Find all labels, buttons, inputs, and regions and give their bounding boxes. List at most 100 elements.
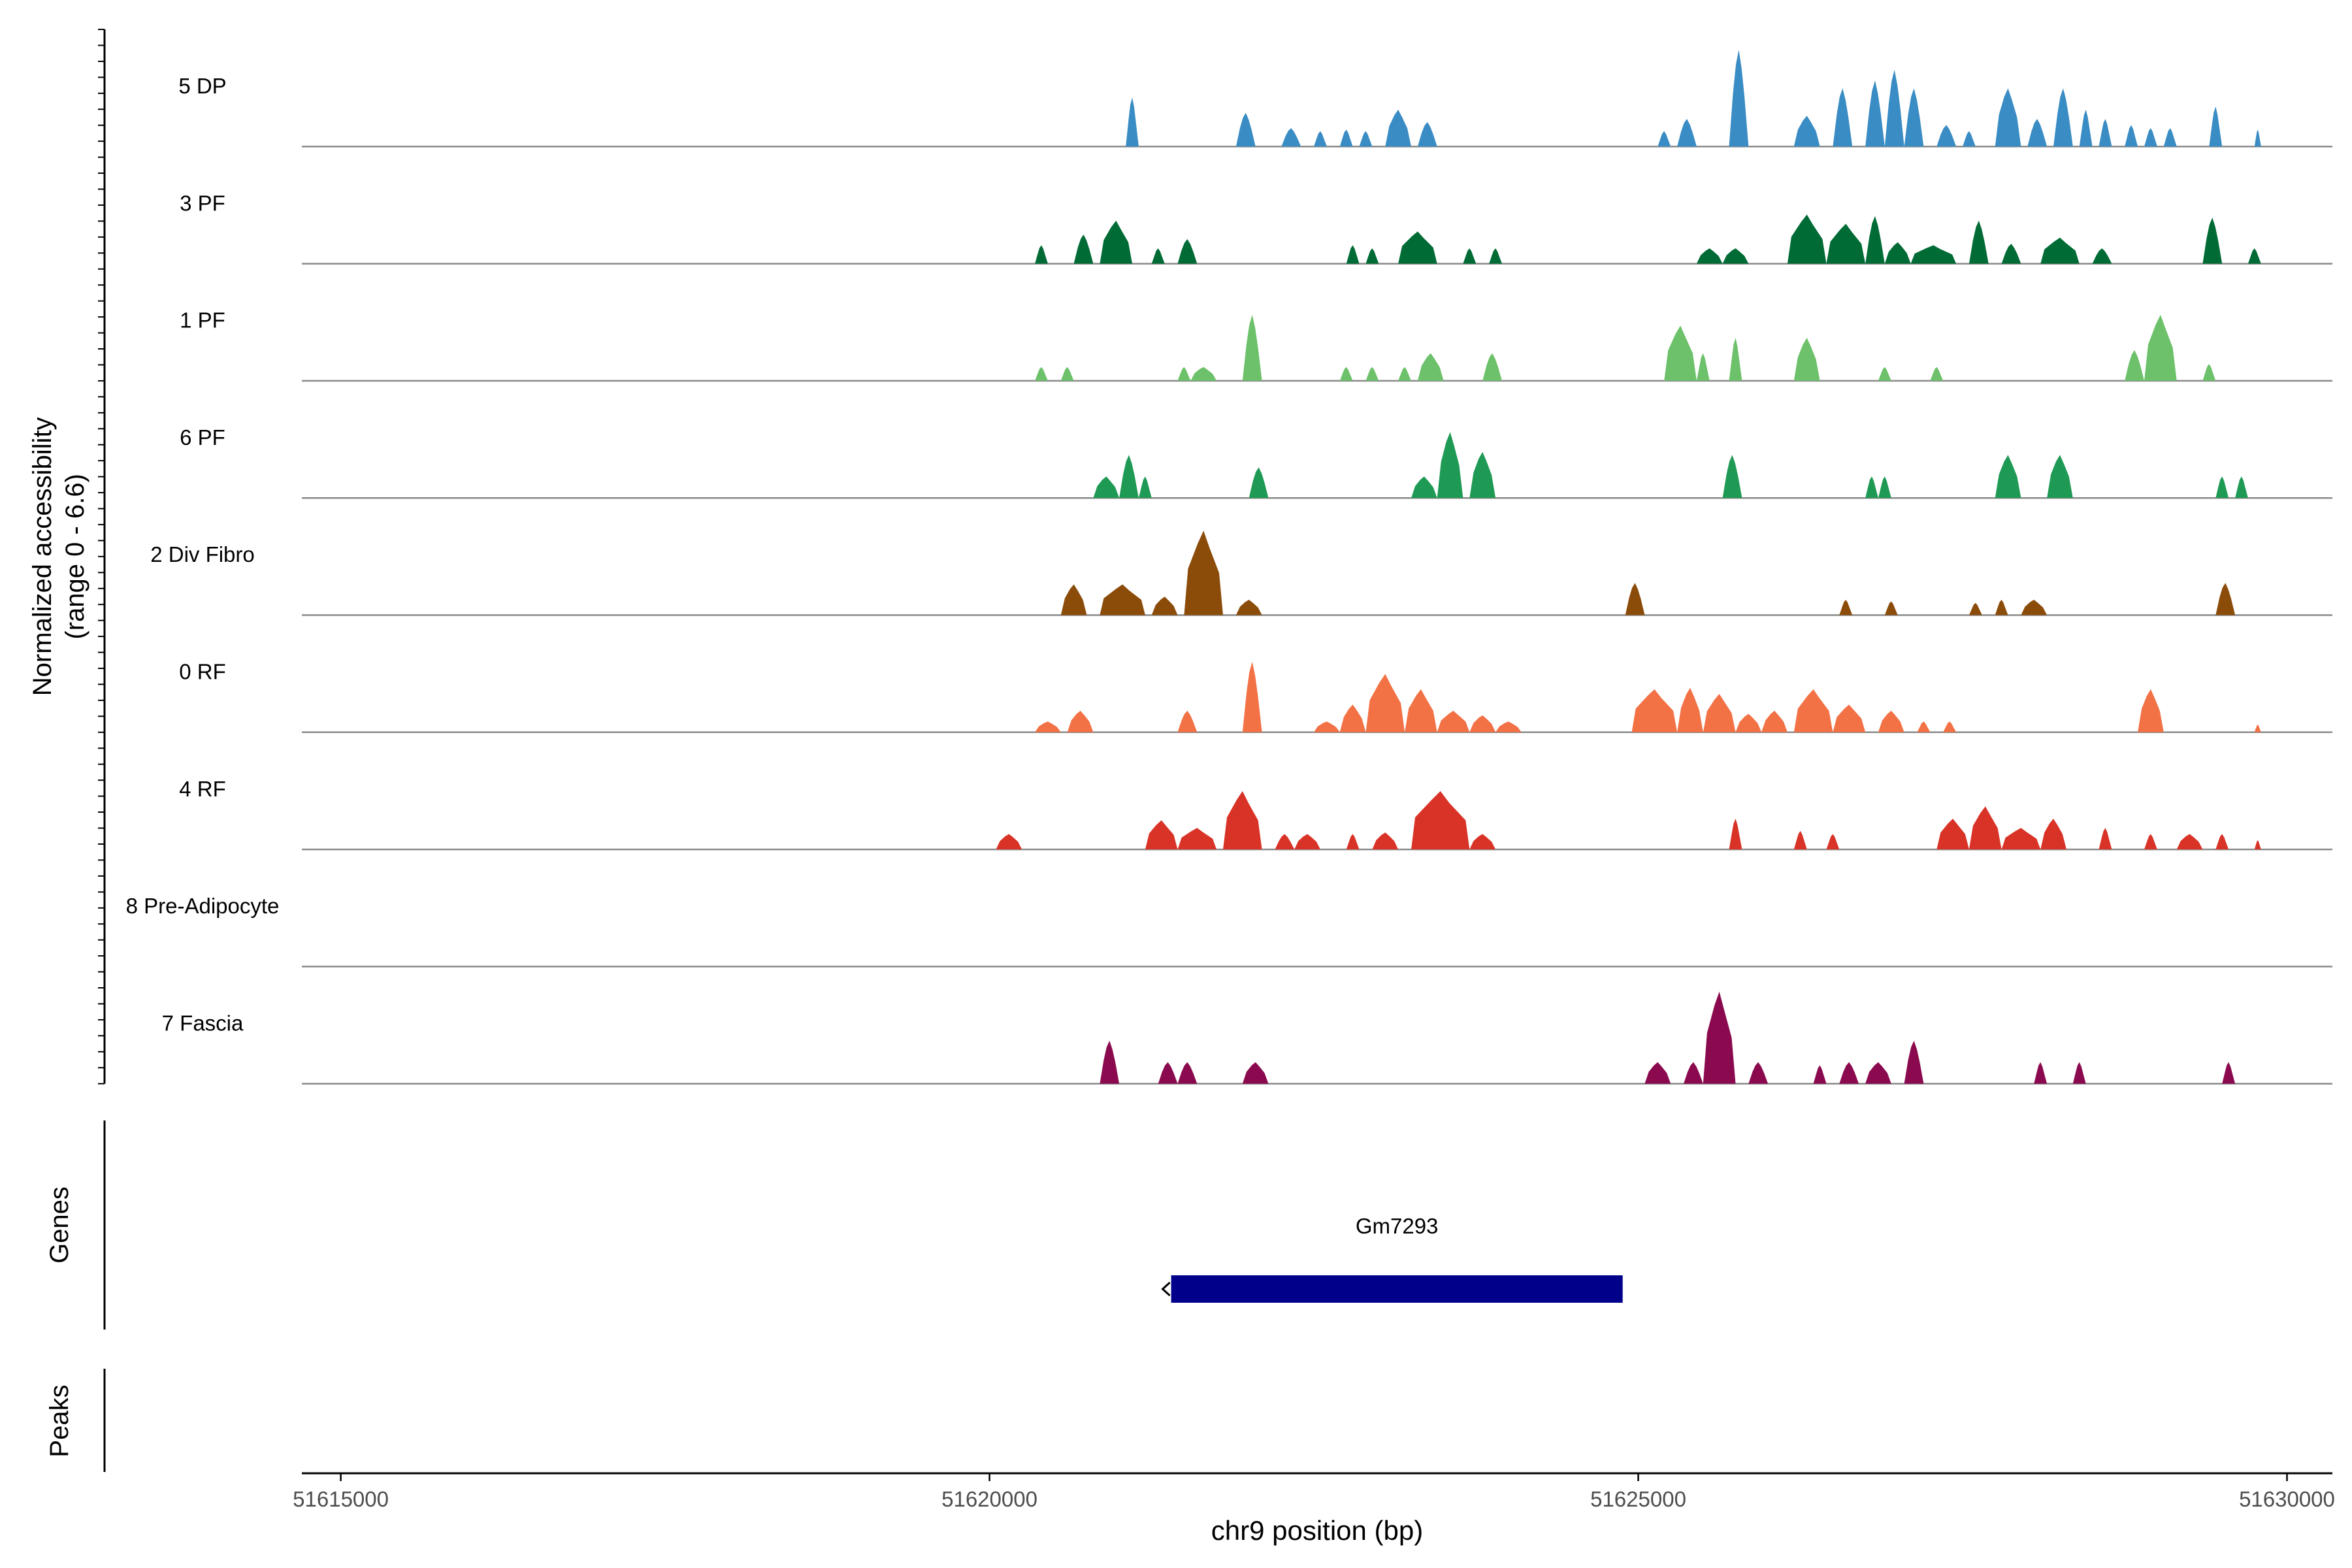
coverage-peak: [1930, 367, 1944, 381]
coverage-peak: [1495, 721, 1522, 732]
coverage-peak: [1437, 710, 1470, 732]
coverage-peak: [2027, 119, 2048, 147]
x-axis-label: chr9 position (bp): [1211, 1515, 1424, 1546]
coverage-peak: [2144, 834, 2157, 850]
coverage-peak: [1249, 467, 1269, 498]
coverage-peak: [1813, 1065, 1827, 1084]
coverage-peak: [1995, 88, 2021, 147]
coverage-peak: [1936, 819, 1969, 850]
strand-arrow-icon: [1161, 1281, 1171, 1297]
coverage-peak: [1729, 338, 1742, 381]
coverage-peak: [1793, 338, 1820, 381]
coverage-peak: [1703, 694, 1736, 732]
coverage-peak: [1184, 531, 1223, 615]
track-label: 7 Fascia: [162, 1011, 244, 1035]
coverage-peak: [2040, 819, 2066, 850]
coverage-peak: [1177, 828, 1217, 850]
coverage-peak: [1469, 715, 1496, 732]
track-label: 3 PF: [180, 191, 225, 215]
x-tick-label: 51630000: [2239, 1487, 2335, 1511]
coverage-peak: [1884, 601, 1898, 615]
coverage-peak: [1339, 129, 1353, 147]
coverage-peak: [1664, 325, 1697, 381]
coverage-peak: [2254, 725, 2261, 732]
coverage-peak: [2099, 828, 2112, 850]
coverage-peak: [1385, 109, 1411, 147]
x-tick-label: 51615000: [293, 1487, 389, 1511]
x-axis: 51615000 51620000 51625000 51630000 chr9 pos…: [293, 1472, 2335, 1546]
coverage-peak: [2176, 834, 2203, 850]
track-4-rf: 4 RF: [179, 777, 2332, 851]
coverage-peak: [1294, 834, 1320, 850]
coverage-peak: [2254, 129, 2261, 147]
coverage-peak: [1631, 689, 1678, 732]
coverage-peak: [1223, 791, 1262, 850]
coverage-peak: [2001, 244, 2021, 264]
track-label: 0 RF: [179, 660, 226, 684]
coverage-peak: [1060, 367, 1074, 381]
coverage-peak: [1839, 600, 1853, 615]
coverage-peak: [1158, 1062, 1178, 1084]
coverage-peak: [2021, 600, 2048, 615]
y-axis-label: Normalized accessibility: [28, 417, 57, 696]
coverage-peak: [1658, 131, 1671, 147]
coverage-peak: [1644, 1062, 1671, 1084]
coverage-peak: [2202, 218, 2223, 264]
coverage-peak: [2215, 476, 2229, 498]
coverage-peak: [2099, 119, 2112, 147]
coverage-peak: [1865, 80, 1885, 147]
coverage-peak: [1100, 584, 1145, 615]
coverage-peak: [2040, 237, 2080, 264]
coverage-peak: [1793, 830, 1807, 850]
coverage-peak: [1722, 248, 1749, 264]
coverage-peak: [2125, 125, 2138, 147]
coverage-peak: [1100, 1040, 1120, 1084]
track-label: 6 PF: [180, 425, 225, 449]
track-label: 1 PF: [180, 308, 225, 333]
gene-body: [1171, 1275, 1623, 1303]
coverage-peak: [1073, 235, 1094, 264]
x-tick-label: 51620000: [941, 1487, 1037, 1511]
coverage-peak: [1910, 245, 1957, 264]
coverage-peak: [1489, 248, 1502, 264]
coverage-peak: [1904, 1040, 1924, 1084]
coverage-peak: [1826, 223, 1866, 264]
coverage-peak: [2222, 1062, 2236, 1084]
coverage-peak: [1625, 583, 1645, 615]
track-label: 8 Pre-Adipocyte: [126, 894, 280, 918]
coverage-peak: [1126, 97, 1139, 147]
track-2-div-fibro: 2 Div Fibro: [150, 531, 2332, 616]
coverage-peak: [2034, 1062, 2048, 1084]
coverage-peak: [1761, 710, 1788, 732]
coverage-peak: [1314, 131, 1327, 147]
track-label: 5 DP: [178, 74, 226, 98]
gene-label: Gm7293: [1356, 1214, 1439, 1238]
coverage-peak: [1190, 367, 1217, 381]
coverage-peak: [1995, 600, 2008, 615]
tracks: 5 DP 3 PF 1 PF 6 PF 2 Div Fibro 0 RF 4 RF 8 Pre…: [126, 50, 2332, 1085]
coverage-peak: [1865, 216, 1885, 264]
coverage-peak: [2144, 128, 2157, 147]
coverage-peak: [1833, 88, 1853, 147]
coverage-peak: [1696, 353, 1710, 381]
peaks-panel: Peaks: [45, 1369, 106, 1472]
track-0-rf: 0 RF: [179, 660, 2332, 734]
coverage-peak: [2079, 109, 2093, 147]
genes-panel-label: Genes: [45, 1186, 74, 1264]
coverage-peak: [1314, 721, 1340, 732]
coverage-peak: [1093, 476, 1120, 498]
coverage-peak: [1417, 353, 1444, 381]
coverage-peak: [2047, 455, 2073, 498]
coverage-peak: [1372, 832, 1399, 850]
track-label: 4 RF: [179, 777, 226, 801]
coverage-peak: [1968, 806, 2002, 850]
coverage-peak: [1035, 721, 1061, 732]
coverage-peak: [2254, 840, 2261, 850]
coverage-peak: [1722, 455, 1742, 498]
coverage-peak: [2125, 350, 2144, 381]
coverage-peak: [1119, 455, 1139, 498]
coverage-peak: [2163, 128, 2177, 147]
coverage-peak: [1748, 1062, 1769, 1084]
coverage-peak: [1865, 1062, 1891, 1084]
